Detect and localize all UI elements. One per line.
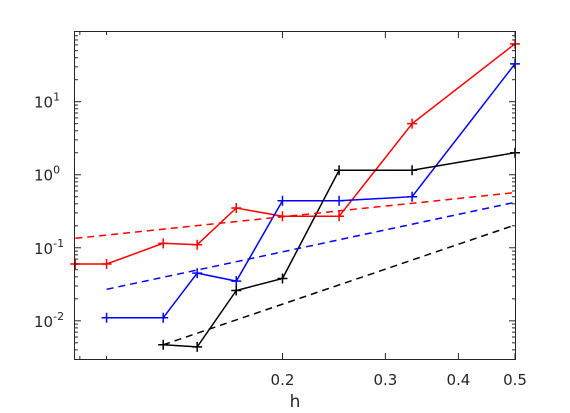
- series-2-point-7: [407, 191, 418, 202]
- series-1-point-7: [334, 211, 345, 222]
- series-2-point-3: [192, 268, 203, 279]
- series-3-point-5: [334, 165, 345, 176]
- series-2-point-6: [334, 195, 345, 206]
- series-line-4: [75, 191, 516, 240]
- series-2-point-5: [277, 195, 288, 206]
- y-tick-label: 101: [34, 91, 60, 112]
- series-1-point-2: [101, 258, 112, 269]
- series-line-3: [163, 151, 516, 348]
- x-tick-label: 0.4: [446, 371, 470, 389]
- series-3-point-6: [407, 165, 418, 176]
- x-tick-label: 0.3: [373, 371, 397, 389]
- series-2-point-4: [231, 276, 242, 287]
- series-1-point-4: [192, 239, 203, 250]
- series-line-6: [162, 224, 516, 346]
- series-3-point-3: [231, 285, 242, 296]
- series-layer: [70, 38, 520, 352]
- x-axis-label: h: [290, 392, 301, 412]
- series-2-point-2: [158, 312, 169, 323]
- x-tick-label: 0.5: [503, 371, 527, 389]
- series-1-point-5: [231, 203, 242, 214]
- y-tick-label: 10-2: [34, 310, 64, 331]
- y-tick-label: 10-1: [34, 237, 64, 258]
- series-line-2: [106, 63, 516, 319]
- series-2-point-1: [101, 312, 112, 323]
- y-tick-label: 100: [34, 164, 60, 185]
- series-line-5: [106, 201, 516, 291]
- plot-frame: [74, 31, 516, 360]
- tick-layer: 0.2 0.3 0.4 0.5 10-2 10-1 100 101: [34, 32, 527, 389]
- series-1-point-3: [158, 238, 169, 249]
- series-3-point-4: [277, 273, 288, 284]
- x-tick-label: 0.2: [271, 371, 295, 389]
- series-3-point-2: [192, 341, 203, 352]
- series-1-point-8: [407, 118, 418, 129]
